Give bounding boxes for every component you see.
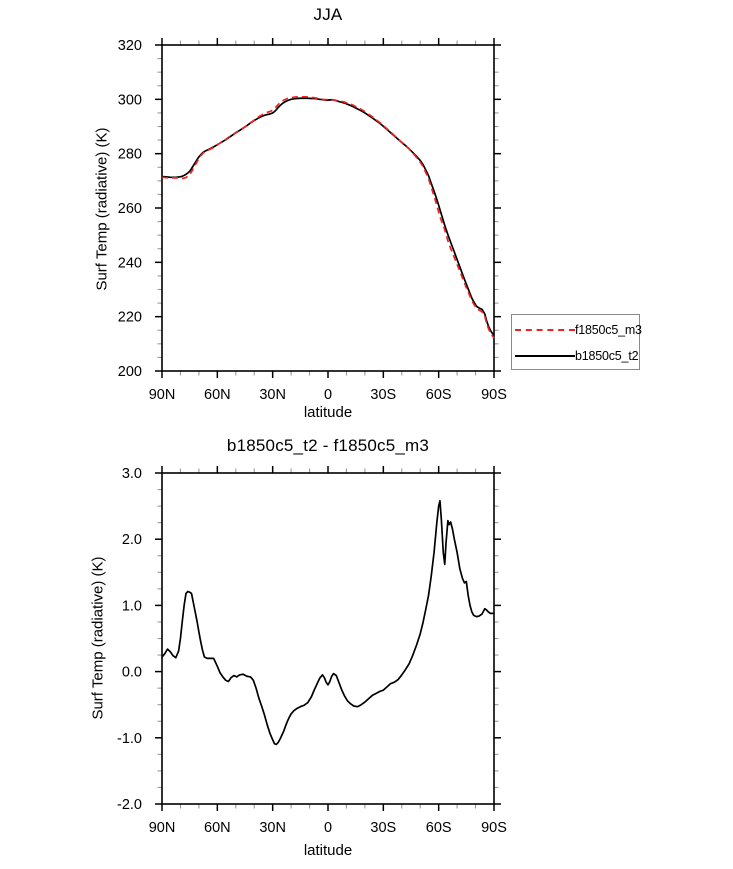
legend-entry-f1850c5-m3: f1850c5_m3 xyxy=(515,320,642,340)
y-tick-label: 200 xyxy=(118,364,142,380)
y-tick-label: 280 xyxy=(118,147,142,163)
x-tick-label: 30S xyxy=(370,387,396,403)
y-tick-label: 320 xyxy=(118,38,142,54)
bottom-chart-x-axis-label: latitude xyxy=(303,842,353,859)
top-chart-y-axis-label: Surf Temp (radiative) (K) xyxy=(93,127,111,291)
x-tick-label: 0 xyxy=(324,387,332,403)
x-tick-label: 90S xyxy=(481,820,507,836)
y-tick-label: 3.0 xyxy=(122,466,142,482)
x-tick-label: 60S xyxy=(426,820,452,836)
bottom-chart-plot-area: 90N 60N 30N 0 30S 60S 90S 3.0 2.0 1.0 0.0 -1.0 -2.0 xyxy=(117,466,507,836)
y-tick-label: -1.0 xyxy=(117,731,142,747)
red-dashed-line-swatch xyxy=(515,329,575,331)
x-tick-label: 90N xyxy=(149,387,176,403)
y-tick-label: 0.0 xyxy=(122,665,142,681)
bottom-chart-title: b1850c5_t2 - f1850c5_m3 xyxy=(226,436,430,455)
legend-box: f1850c5_m3 b1850c5_t2 xyxy=(511,314,642,370)
y-tick-label: 260 xyxy=(118,201,142,217)
y-tick-label: 1.0 xyxy=(122,598,142,614)
top-chart-title: JJA xyxy=(313,5,343,24)
black-solid-line-swatch xyxy=(515,355,575,357)
axis-box xyxy=(161,44,495,372)
series-b1850c5-t2 xyxy=(162,97,495,337)
y-tick-label: 300 xyxy=(118,92,142,108)
x-tick-label: 90S xyxy=(481,387,507,403)
x-tick-label: 90N xyxy=(149,820,176,836)
bottom-chart-y-axis-label: Surf Temp (radiative) (K) xyxy=(89,556,107,720)
top-chart-x-axis-label: latitude xyxy=(303,404,353,421)
y-tick-label: -2.0 xyxy=(117,797,142,813)
y-tick-label: 240 xyxy=(118,255,142,271)
legend-entry-b1850c5-t2: b1850c5_t2 xyxy=(515,346,639,366)
axis-box xyxy=(161,472,495,805)
y-tick-label: 2.0 xyxy=(122,532,142,548)
x-tick-label: 60S xyxy=(426,387,452,403)
x-tick-label: 30N xyxy=(259,820,286,836)
series-b1850c5-t2-f1850c5-m3 xyxy=(161,499,494,746)
x-tick-label: 0 xyxy=(324,820,332,836)
x-tick-label: 30N xyxy=(259,387,286,403)
x-tick-label: 60N xyxy=(204,387,231,403)
legend-label: b1850c5_t2 xyxy=(575,349,639,363)
x-tick-label: 60N xyxy=(204,820,231,836)
series-f1850c5-m3 xyxy=(161,96,495,339)
legend-label: f1850c5_m3 xyxy=(575,323,642,337)
x-tick-label: 30S xyxy=(370,820,396,836)
y-tick-label: 220 xyxy=(118,310,142,326)
top-chart-plot-area: 90N 60N 30N 0 30S 60S 90S 320 300 280 260 240 220 200 xyxy=(118,38,507,403)
